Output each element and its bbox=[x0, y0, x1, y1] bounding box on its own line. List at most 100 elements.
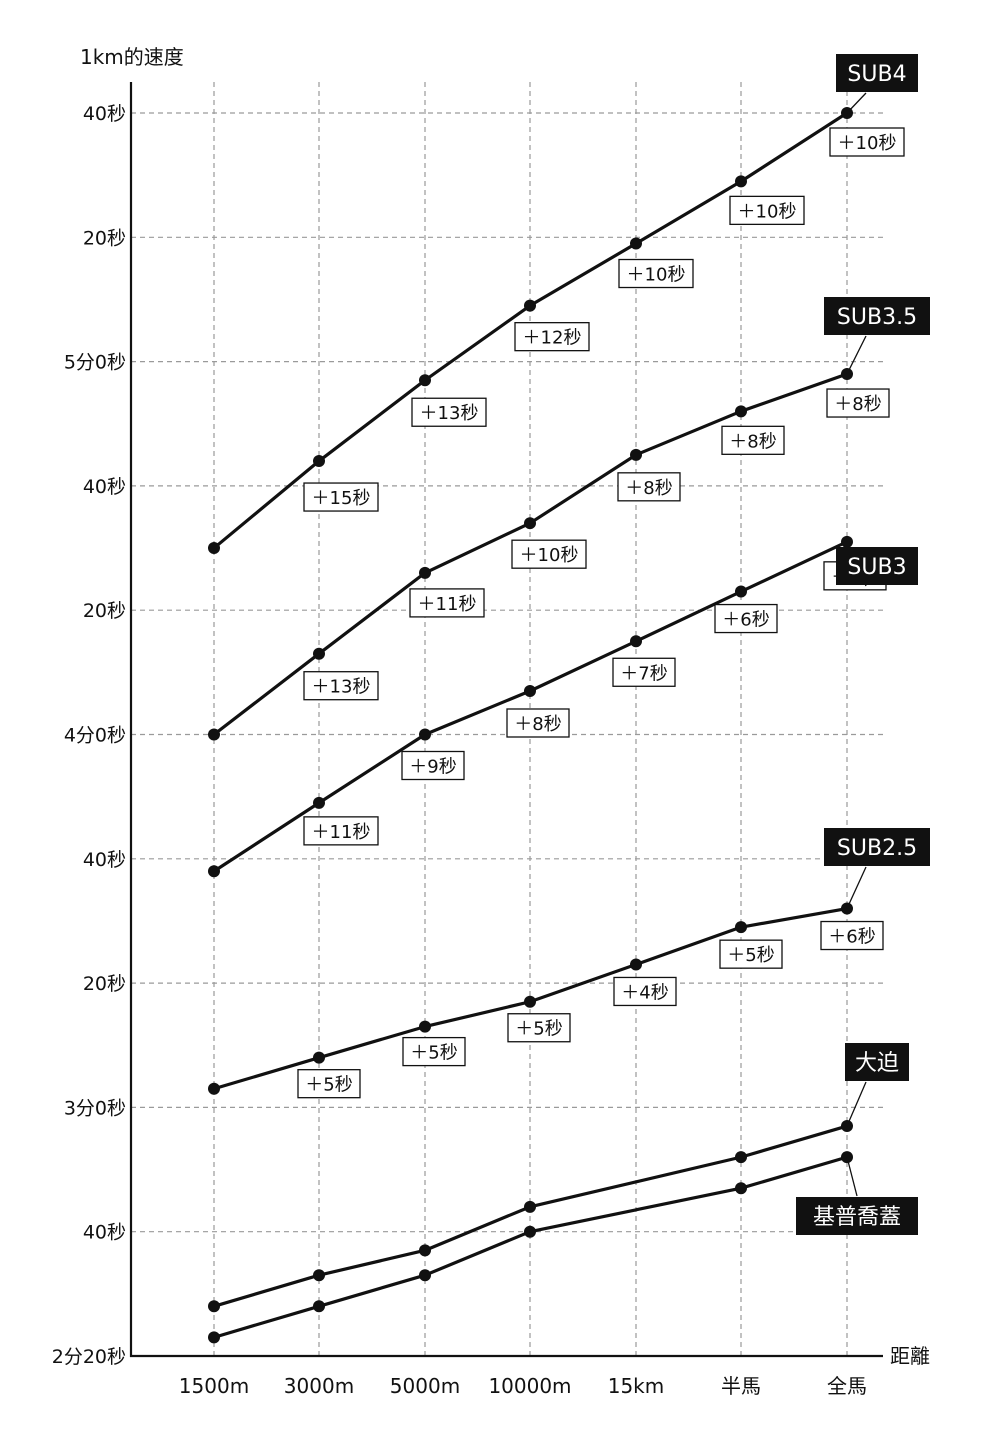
delta-label: ＋8秒 bbox=[729, 431, 776, 452]
delta-label: ＋11秒 bbox=[312, 822, 371, 843]
delta-label: ＋13秒 bbox=[312, 677, 371, 698]
y-tick-label: 40秒 bbox=[83, 103, 126, 125]
series-tag-label: SUB3 bbox=[847, 555, 906, 580]
delta-box bbox=[826, 388, 890, 418]
delta-box bbox=[612, 657, 676, 687]
data-point bbox=[735, 585, 747, 598]
series-tag-box bbox=[824, 828, 930, 866]
data-point bbox=[419, 566, 431, 579]
delta-label: ＋13秒 bbox=[420, 403, 479, 424]
data-point bbox=[630, 448, 642, 461]
annotations: ＋15秒 ＋13秒 ＋12秒 ＋10秒 ＋10秒 ＋10秒 ＋13秒 ＋11秒 ＋10秒 ＋8秒 ＋… bbox=[297, 127, 905, 1099]
delta-label: ＋8秒 bbox=[514, 714, 561, 735]
delta-label: ＋10秒 bbox=[627, 265, 686, 286]
data-point bbox=[313, 647, 325, 660]
delta-label: ＋5秒 bbox=[410, 1043, 457, 1064]
delta-box bbox=[303, 671, 379, 701]
series-tag-label: 大迫 bbox=[855, 1051, 899, 1076]
series-tag-box bbox=[796, 1197, 918, 1235]
tag-leader-line bbox=[846, 335, 867, 375]
x-tick-label: 全馬 bbox=[827, 1374, 867, 1398]
delta-box bbox=[303, 816, 379, 846]
data-point bbox=[208, 542, 220, 555]
data-point bbox=[524, 1200, 536, 1213]
tag-leader-line bbox=[846, 92, 867, 114]
data-point bbox=[419, 1244, 431, 1257]
delta-label: ＋9秒 bbox=[409, 757, 456, 778]
tag-leader-line bbox=[846, 1081, 867, 1127]
x-tick-label: 3000m bbox=[284, 1374, 354, 1398]
delta-label: ＋10秒 bbox=[738, 201, 797, 222]
delta-box bbox=[511, 539, 587, 569]
series-tag-box bbox=[836, 54, 918, 92]
series-tag-label: 基普喬蓋 bbox=[813, 1205, 901, 1230]
y-tick-label: 2分20秒 bbox=[52, 1346, 126, 1368]
x-tick-label: 15km bbox=[608, 1374, 665, 1398]
delta-label: ＋8秒 bbox=[834, 394, 881, 415]
data-point bbox=[630, 237, 642, 250]
data-point bbox=[735, 1182, 747, 1195]
x-tick-label: 半馬 bbox=[721, 1374, 761, 1398]
data-point bbox=[419, 374, 431, 387]
delta-box bbox=[613, 976, 677, 1007]
delta-label: ＋5秒 bbox=[515, 1019, 562, 1040]
delta-box bbox=[820, 920, 884, 951]
axes bbox=[129, 82, 883, 1358]
delta-box bbox=[297, 1069, 361, 1099]
delta-box bbox=[729, 195, 805, 226]
data-point bbox=[735, 921, 747, 934]
delta-box bbox=[411, 397, 487, 427]
data-point bbox=[524, 684, 536, 697]
data-point bbox=[313, 1269, 325, 1282]
delta-label: ＋12秒 bbox=[523, 328, 582, 349]
delta-box bbox=[714, 603, 778, 634]
series-tag-label: SUB4 bbox=[847, 62, 906, 87]
data-point bbox=[735, 1151, 747, 1164]
data-point bbox=[419, 728, 431, 741]
y-axis-title: 1km的速度 bbox=[80, 45, 184, 69]
y-tick-label: 40秒 bbox=[83, 476, 126, 498]
data-point bbox=[208, 865, 220, 878]
delta-label: ＋10秒 bbox=[520, 545, 579, 566]
data-point bbox=[313, 455, 325, 468]
delta-box bbox=[402, 1036, 466, 1067]
data-point bbox=[735, 405, 747, 418]
y-tick-label: 40秒 bbox=[83, 849, 126, 871]
data-point bbox=[630, 958, 642, 971]
delta-label: ＋8秒 bbox=[625, 478, 672, 499]
data-point bbox=[208, 1082, 220, 1095]
delta-label: ＋5秒 bbox=[727, 945, 774, 966]
delta-box bbox=[507, 1013, 571, 1043]
delta-box bbox=[409, 588, 485, 618]
delta-label: ＋7秒 bbox=[620, 663, 667, 684]
data-point bbox=[313, 1051, 325, 1064]
delta-box bbox=[506, 708, 570, 738]
y-tick-labels: 2分20秒 40秒 3分0秒 20秒 40秒 4分0秒 20秒 40秒 5分0秒 20秒 40秒 bbox=[52, 103, 126, 1368]
delta-box bbox=[719, 939, 783, 969]
delta-label: ＋5秒 bbox=[305, 1075, 352, 1096]
delta-box bbox=[303, 482, 379, 512]
delta-box bbox=[514, 322, 590, 352]
data-point bbox=[524, 299, 536, 312]
data-point bbox=[419, 1269, 431, 1282]
y-tick-label: 40秒 bbox=[83, 1222, 126, 1244]
data-point bbox=[313, 1300, 325, 1313]
series-tag-label: SUB2.5 bbox=[837, 836, 917, 861]
series-lines bbox=[208, 107, 853, 1344]
y-tick-label: 3分0秒 bbox=[64, 1097, 126, 1119]
delta-label: ＋15秒 bbox=[312, 488, 371, 509]
data-point bbox=[524, 995, 536, 1008]
series-line-4 bbox=[213, 1124, 848, 1308]
series-tag-label: SUB3.5 bbox=[837, 305, 917, 330]
data-point bbox=[419, 1020, 431, 1033]
delta-label: ＋10秒 bbox=[838, 133, 897, 154]
delta-box bbox=[618, 258, 694, 289]
x-tick-label: 5000m bbox=[390, 1374, 460, 1398]
x-tick-label: 10000m bbox=[488, 1374, 571, 1398]
data-point bbox=[735, 175, 747, 188]
delta-label: ＋6秒 bbox=[722, 610, 769, 631]
data-point bbox=[313, 796, 325, 809]
y-tick-label: 20秒 bbox=[83, 600, 126, 622]
